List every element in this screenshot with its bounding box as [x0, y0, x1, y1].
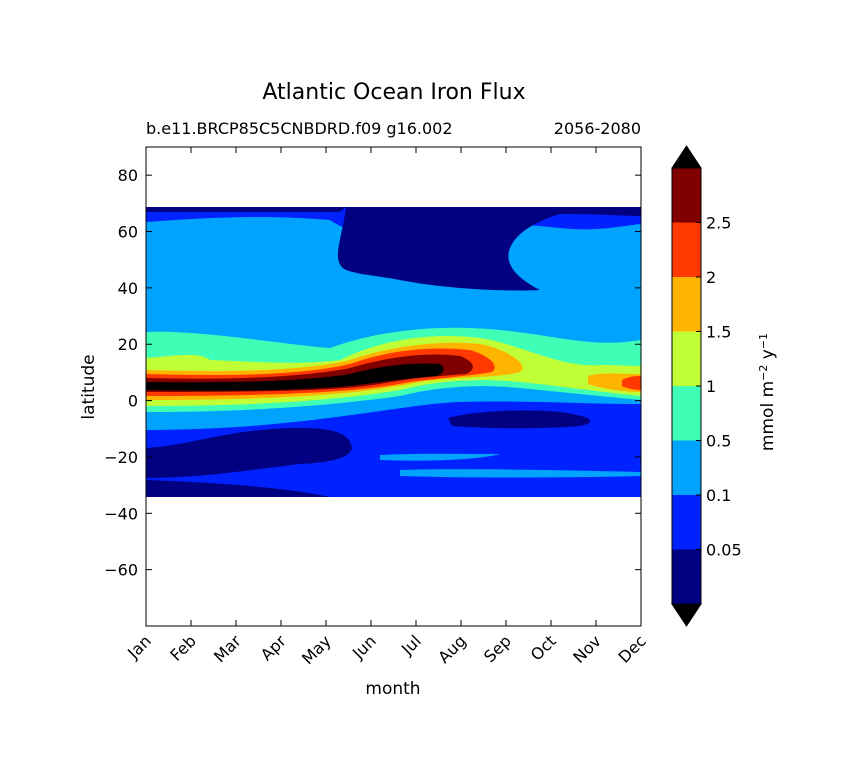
chart-subtitle-right: 2056-2080 — [554, 119, 641, 138]
y-tick-label: 0 — [128, 392, 138, 411]
colorbar-tick-label: 1 — [706, 377, 716, 396]
x-tick-label: Mar — [210, 631, 245, 666]
colorbar-segment — [672, 440, 701, 495]
band-0-0.05-north — [337, 207, 641, 291]
y-axis: 80 60 40 20 0 −20 −40 −60 — [104, 166, 641, 580]
band-0-0.05-north-top — [146, 207, 346, 212]
band-0-0.05-south-low — [146, 480, 330, 497]
y-tick-label: −40 — [104, 504, 138, 523]
x-tick-label: Jun — [348, 631, 380, 663]
x-tick-label: Dec — [614, 631, 649, 666]
x-tick-label: Aug — [434, 631, 470, 667]
y-tick-label: 80 — [118, 166, 138, 185]
colorbar-segment — [672, 277, 701, 332]
colorbar-tick-label: 2.5 — [706, 214, 731, 233]
colorbar-segment — [672, 168, 701, 223]
colorbar-tick-label: 2 — [706, 268, 716, 287]
colorbar-segment — [672, 495, 701, 550]
colorbar-label: mmol m−2 y−1 — [757, 333, 778, 451]
colorbar-segment — [672, 222, 701, 277]
x-axis-label: month — [365, 679, 420, 699]
colorbar-tick-label: 1.5 — [706, 323, 731, 342]
colorbar-segment — [672, 549, 701, 604]
y-tick-label: −20 — [104, 448, 138, 467]
x-tick-label: Jul — [397, 631, 425, 659]
colorbar-segment — [672, 386, 701, 441]
colorbar-extend-over — [671, 145, 702, 169]
y-tick-label: 20 — [118, 335, 138, 354]
chart-subtitle-left: b.e11.BRCP85C5CNBDRD.f09 g16.002 — [146, 119, 453, 138]
band-0-0.05-eq — [448, 410, 591, 429]
colorbar-tick-label: 0.5 — [706, 432, 731, 451]
colorbar-tick-label: 0.05 — [706, 541, 742, 560]
y-axis-label: latitude — [79, 354, 99, 419]
chart-title: Atlantic Ocean Iron Flux — [262, 80, 525, 105]
x-tick-label: Sep — [480, 631, 515, 666]
y-tick-label: −60 — [104, 561, 138, 580]
band-over — [146, 363, 444, 391]
x-tick-label: Apr — [257, 631, 290, 664]
x-tick-label: Jan — [123, 631, 155, 663]
band-0.1-0.5-south-stripe2 — [400, 469, 641, 478]
x-tick-label: May — [298, 631, 335, 668]
colorbar-extend-under — [671, 603, 702, 627]
x-tick-label: Feb — [166, 631, 199, 664]
y-tick-label: 60 — [118, 223, 138, 242]
colorbar-tick-label: 0.1 — [706, 486, 731, 505]
colorbar: 0.05 0.1 0.5 1 1.5 2 2.5 — [671, 145, 742, 627]
contour-plot-area — [146, 207, 641, 497]
band-0.1-0.5-south-stripe — [380, 453, 500, 461]
band-2-2.5-dec — [622, 376, 641, 390]
x-tick-label: Nov — [569, 631, 605, 667]
x-tick-label: Oct — [527, 631, 560, 664]
band-0-0.05-south — [146, 428, 352, 478]
plot-frame — [145, 146, 642, 627]
colorbar-segment — [672, 331, 701, 386]
y-tick-label: 40 — [118, 279, 138, 298]
